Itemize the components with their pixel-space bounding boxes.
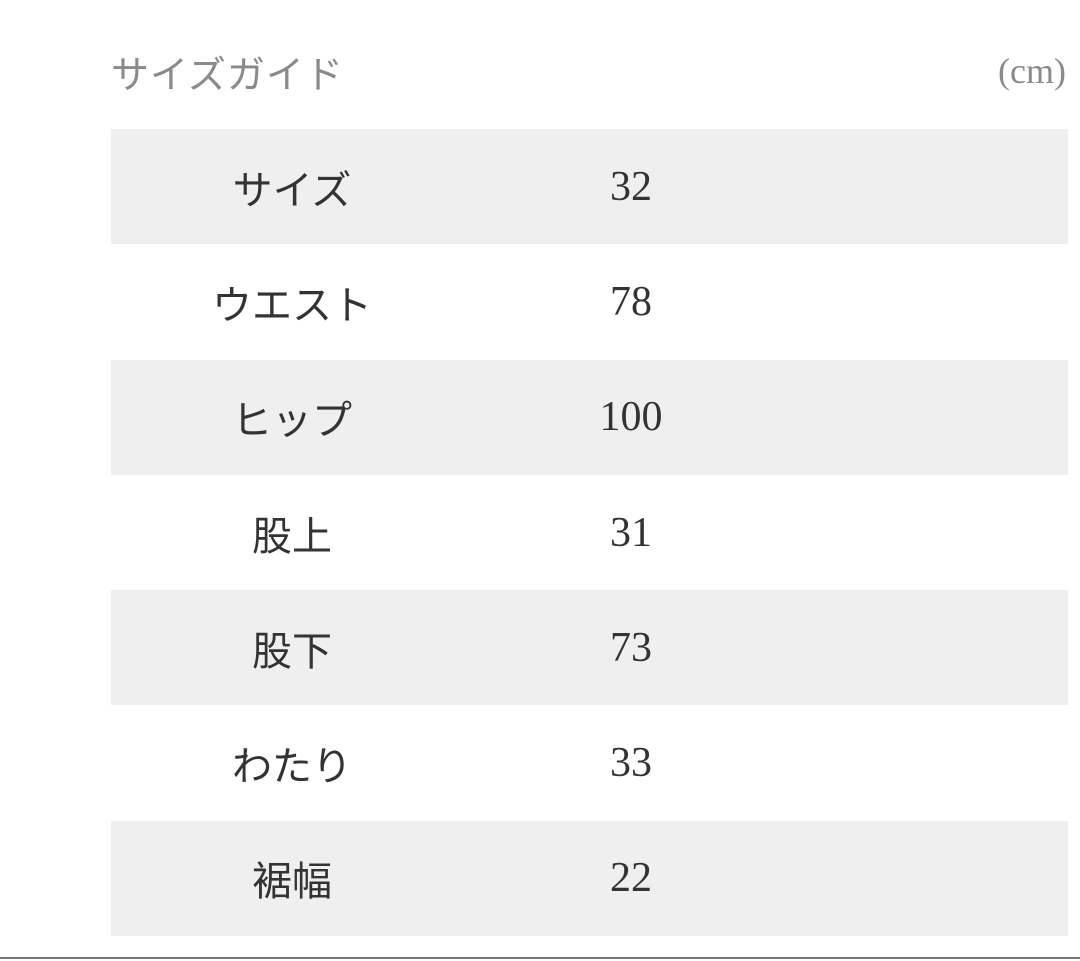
unit-label: (cm) xyxy=(998,51,1066,91)
row-value: 31 xyxy=(610,509,652,556)
table-row: 股下 73 xyxy=(111,590,1068,706)
table-row: サイズ 32 xyxy=(111,129,1068,245)
row-label: ヒップ xyxy=(232,398,352,445)
row-label: 裾幅 xyxy=(252,859,332,906)
row-value: 32 xyxy=(610,163,652,210)
table-row: 裾幅 22 xyxy=(111,820,1068,937)
size-guide-title: サイズガイド xyxy=(111,53,344,97)
row-label: サイズ xyxy=(232,167,352,214)
row-value: 100 xyxy=(599,394,663,441)
row-value: 22 xyxy=(610,855,652,902)
row-value: 33 xyxy=(610,740,652,787)
row-value: 78 xyxy=(610,278,652,325)
row-label: わたり xyxy=(232,744,352,791)
size-table: サイズ 32 ウエスト 78 ヒップ 100 股上 31 股下 73 わたり 3… xyxy=(111,129,1068,937)
table-row: 股上 31 xyxy=(111,475,1068,590)
table-row: ヒップ 100 xyxy=(111,359,1068,475)
row-label: 股上 xyxy=(252,513,332,560)
row-value: 73 xyxy=(610,624,652,671)
table-row: わたり 33 xyxy=(111,705,1068,820)
row-label: ウエスト xyxy=(212,282,372,329)
table-row: ウエスト 78 xyxy=(111,244,1068,359)
bottom-divider xyxy=(0,957,1080,959)
row-label: 股下 xyxy=(252,628,332,675)
